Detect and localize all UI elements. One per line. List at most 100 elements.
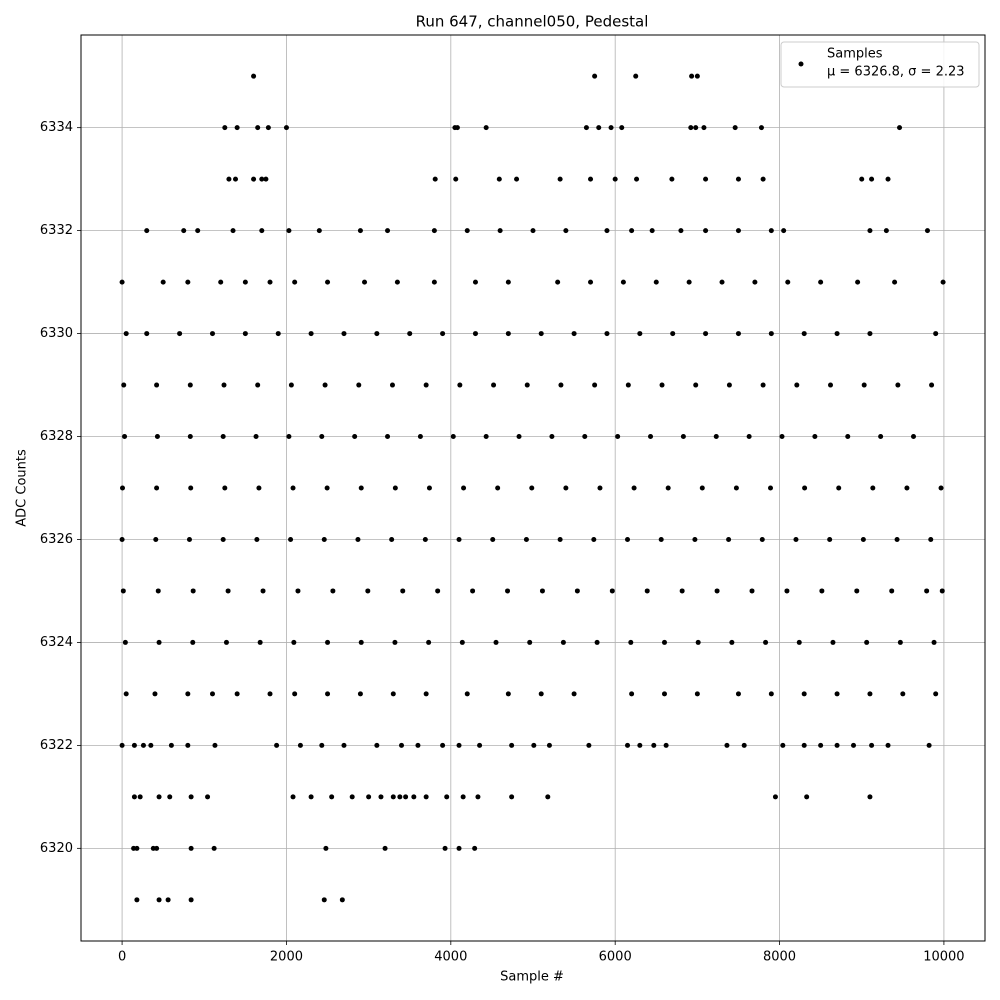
data-point [308, 331, 314, 337]
data-point [661, 639, 667, 645]
data-point [165, 897, 171, 903]
data-point [389, 382, 395, 388]
x-tick-label: 2000 [270, 950, 303, 965]
y-tick-label: 6334 [40, 120, 73, 135]
data-point [583, 125, 589, 131]
data-point [523, 536, 529, 542]
data-point [819, 588, 825, 594]
data-point [733, 485, 739, 491]
data-point [860, 536, 866, 542]
data-point [283, 125, 289, 131]
data-point [209, 691, 215, 697]
data-point [325, 279, 331, 285]
data-point [495, 485, 501, 491]
data-point [155, 588, 161, 594]
data-point [669, 176, 675, 182]
data-point [854, 588, 860, 594]
data-point [177, 331, 183, 337]
data-point [403, 794, 409, 800]
data-point [772, 794, 778, 800]
chart-title: Run 647, channel050, Pedestal [416, 13, 649, 31]
data-point [123, 331, 129, 337]
data-point [137, 794, 143, 800]
data-point [308, 794, 314, 800]
data-point [470, 588, 476, 594]
data-point [222, 125, 228, 131]
data-point [933, 331, 939, 337]
legend-box [780, 41, 980, 88]
data-point [242, 331, 248, 337]
data-point [629, 691, 635, 697]
data-point [780, 742, 786, 748]
data-point [431, 228, 437, 234]
data-point [940, 279, 946, 285]
data-point [256, 485, 262, 491]
data-point [549, 434, 555, 440]
data-point [834, 742, 840, 748]
data-point [878, 434, 884, 440]
data-point [929, 382, 935, 388]
data-point [694, 73, 700, 79]
data-point [362, 279, 368, 285]
data-point [591, 536, 597, 542]
data-point [885, 742, 891, 748]
data-point [834, 331, 840, 337]
data-point [859, 176, 865, 182]
data-point [625, 742, 631, 748]
data-point [265, 125, 271, 131]
data-point [226, 176, 232, 182]
data-point [131, 794, 137, 800]
y-tick-label: 6324 [40, 635, 73, 650]
data-point [460, 794, 466, 800]
data-point [644, 588, 650, 594]
data-point [475, 794, 481, 800]
data-point [341, 742, 347, 748]
data-point [322, 382, 328, 388]
data-point [187, 434, 193, 440]
data-point [928, 536, 934, 542]
data-point [321, 897, 327, 903]
data-point [144, 331, 150, 337]
data-point [330, 588, 336, 594]
data-point [545, 794, 551, 800]
data-point [477, 742, 483, 748]
data-point [869, 176, 875, 182]
data-point [399, 742, 405, 748]
data-point [784, 588, 790, 594]
data-point [505, 279, 511, 285]
data-point [341, 331, 347, 337]
data-point [122, 639, 128, 645]
data-point [123, 691, 129, 697]
data-point [524, 382, 530, 388]
data-point [869, 742, 875, 748]
data-point [509, 742, 515, 748]
data-point [703, 331, 709, 337]
data-point [870, 485, 876, 491]
legend-note: μ = 6326.8, σ = 2.23 [827, 65, 965, 80]
data-point [658, 536, 664, 542]
data-point [275, 331, 281, 337]
data-point [156, 794, 162, 800]
data-point [267, 279, 273, 285]
data-point [134, 897, 140, 903]
data-point [594, 639, 600, 645]
data-point [221, 382, 227, 388]
data-point [670, 331, 676, 337]
data-point [735, 691, 741, 697]
data-point [609, 588, 615, 594]
data-point [187, 382, 193, 388]
data-point [459, 639, 465, 645]
data-point [134, 845, 140, 851]
data-point [796, 639, 802, 645]
data-point [713, 434, 719, 440]
data-point [741, 742, 747, 748]
data-point [557, 176, 563, 182]
legend: Samples μ = 6326.8, σ = 2.23 [780, 41, 980, 88]
data-point [516, 434, 522, 440]
data-point [251, 176, 257, 182]
data-point [781, 228, 787, 234]
data-point [793, 536, 799, 542]
data-point [557, 536, 563, 542]
data-point [154, 485, 160, 491]
